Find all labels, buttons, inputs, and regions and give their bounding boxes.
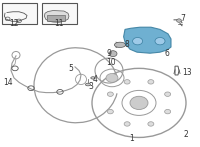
- Text: 9: 9: [107, 49, 111, 58]
- Circle shape: [177, 19, 181, 22]
- Text: 10: 10: [106, 58, 116, 67]
- Circle shape: [148, 122, 154, 126]
- Bar: [2, 3, 37, 24]
- Circle shape: [107, 92, 113, 96]
- Circle shape: [165, 109, 171, 114]
- Text: 6: 6: [165, 49, 169, 58]
- Ellipse shape: [114, 42, 126, 47]
- Polygon shape: [124, 27, 171, 53]
- Text: 3: 3: [89, 82, 93, 91]
- Bar: [42, 3, 77, 24]
- Text: 13: 13: [182, 68, 192, 77]
- Text: 1: 1: [130, 134, 134, 143]
- Circle shape: [107, 109, 113, 114]
- Text: 14: 14: [3, 78, 12, 87]
- Text: 7: 7: [181, 14, 185, 23]
- Circle shape: [155, 37, 165, 45]
- Circle shape: [124, 80, 130, 84]
- Polygon shape: [44, 11, 69, 22]
- Text: 12: 12: [9, 19, 19, 28]
- Circle shape: [130, 96, 148, 110]
- Text: 5: 5: [69, 64, 73, 73]
- Circle shape: [106, 74, 118, 82]
- Text: 8: 8: [125, 40, 129, 49]
- Circle shape: [148, 80, 154, 84]
- Ellipse shape: [86, 83, 90, 86]
- Circle shape: [165, 92, 171, 96]
- Text: 2: 2: [184, 130, 188, 139]
- Ellipse shape: [91, 77, 95, 79]
- Text: 4: 4: [93, 75, 97, 84]
- Circle shape: [133, 37, 143, 45]
- Circle shape: [109, 51, 117, 57]
- Text: 11: 11: [54, 19, 64, 28]
- Bar: [47, 15, 65, 21]
- Circle shape: [124, 122, 130, 126]
